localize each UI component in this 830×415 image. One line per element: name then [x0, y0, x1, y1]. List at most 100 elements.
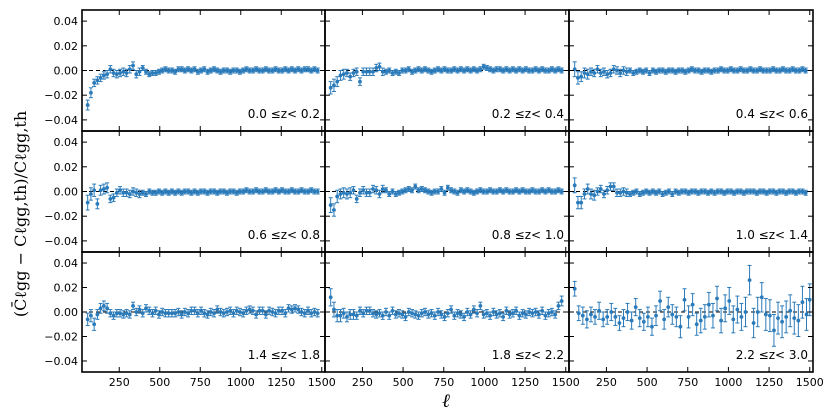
point-marker [92, 322, 97, 327]
point-marker [667, 189, 671, 194]
data-point [299, 67, 304, 74]
point-marker [312, 189, 317, 194]
point-marker [384, 310, 388, 314]
data-point [118, 68, 123, 78]
point-marker [157, 189, 161, 194]
data-point [286, 67, 291, 74]
point-marker [218, 69, 223, 74]
data-point [731, 305, 736, 334]
point-marker [121, 190, 126, 195]
point-marker [429, 311, 434, 316]
point-marker [754, 68, 759, 73]
point-marker [702, 314, 707, 319]
data-point [270, 188, 275, 195]
redshift-bin-label: 0.0 ≤z< 0.2 [248, 107, 320, 121]
point-marker [702, 68, 707, 73]
data-point [426, 310, 431, 319]
data-point [208, 307, 213, 317]
point-marker [228, 308, 233, 313]
data-point [241, 188, 246, 195]
point-marker [89, 313, 93, 318]
data-point [449, 305, 454, 314]
point-marker [140, 311, 145, 316]
point-marker [335, 79, 340, 84]
data-point [723, 294, 728, 323]
data-point [156, 310, 161, 319]
point-marker [247, 307, 252, 312]
point-marker [160, 68, 165, 73]
point-marker [195, 190, 200, 195]
data-point [609, 302, 614, 322]
data-point [267, 67, 272, 74]
point-marker [527, 68, 532, 73]
point-marker [546, 311, 551, 316]
point-marker [452, 189, 457, 194]
data-point [465, 187, 470, 194]
data-point [423, 187, 428, 194]
data-point [458, 187, 463, 194]
data-point [348, 72, 353, 81]
data-point [108, 309, 113, 318]
data-point [124, 309, 129, 318]
point-marker [452, 67, 457, 72]
point-marker [523, 67, 528, 72]
data-point [260, 67, 265, 74]
point-marker [306, 189, 310, 194]
point-marker [309, 311, 314, 316]
point-marker [393, 312, 398, 317]
y-tick-label: −0.02 [44, 210, 78, 223]
data-point [215, 305, 220, 314]
point-marker [384, 69, 388, 74]
point-marker [270, 310, 275, 314]
data-point [458, 66, 463, 73]
point-marker [449, 307, 453, 312]
point-marker [758, 189, 763, 194]
point-marker [735, 68, 740, 73]
data-point [588, 188, 593, 200]
data-point [127, 189, 132, 199]
data-point [328, 288, 333, 307]
point-marker [758, 67, 763, 72]
data-point [205, 310, 210, 319]
point-marker [92, 188, 97, 193]
data-point [719, 307, 724, 334]
data-point [179, 189, 184, 196]
data-point [250, 306, 255, 315]
data-point [361, 309, 366, 318]
point-marker [507, 189, 512, 194]
point-marker [559, 299, 564, 303]
data-point [147, 71, 152, 78]
data-point [678, 315, 683, 339]
point-marker [553, 68, 558, 73]
point-marker [637, 192, 642, 196]
data-point [169, 67, 174, 74]
data-point [221, 67, 226, 74]
point-marker [698, 318, 703, 323]
data-point [666, 296, 671, 318]
data-point [690, 293, 695, 317]
point-marker [471, 307, 476, 312]
point-marker [754, 190, 759, 195]
data-point [536, 188, 541, 195]
point-marker [241, 311, 246, 316]
point-marker [212, 67, 216, 72]
point-marker [166, 311, 171, 316]
data-point [763, 298, 768, 331]
point-marker [462, 68, 466, 73]
point-marker [621, 68, 626, 73]
point-marker [743, 310, 748, 314]
data-point [357, 77, 362, 86]
point-marker [455, 68, 460, 73]
point-marker [283, 189, 288, 194]
redshift-bin-label: 1.0 ≤z< 1.4 [736, 228, 808, 242]
data-point [179, 310, 184, 319]
data-point [764, 189, 769, 196]
data-point [403, 187, 408, 194]
point-marker [667, 68, 671, 73]
point-marker [693, 68, 697, 73]
data-point [546, 309, 551, 318]
point-marker [124, 71, 129, 75]
data-point [536, 67, 541, 74]
data-point [305, 306, 310, 315]
data-point [507, 67, 512, 74]
